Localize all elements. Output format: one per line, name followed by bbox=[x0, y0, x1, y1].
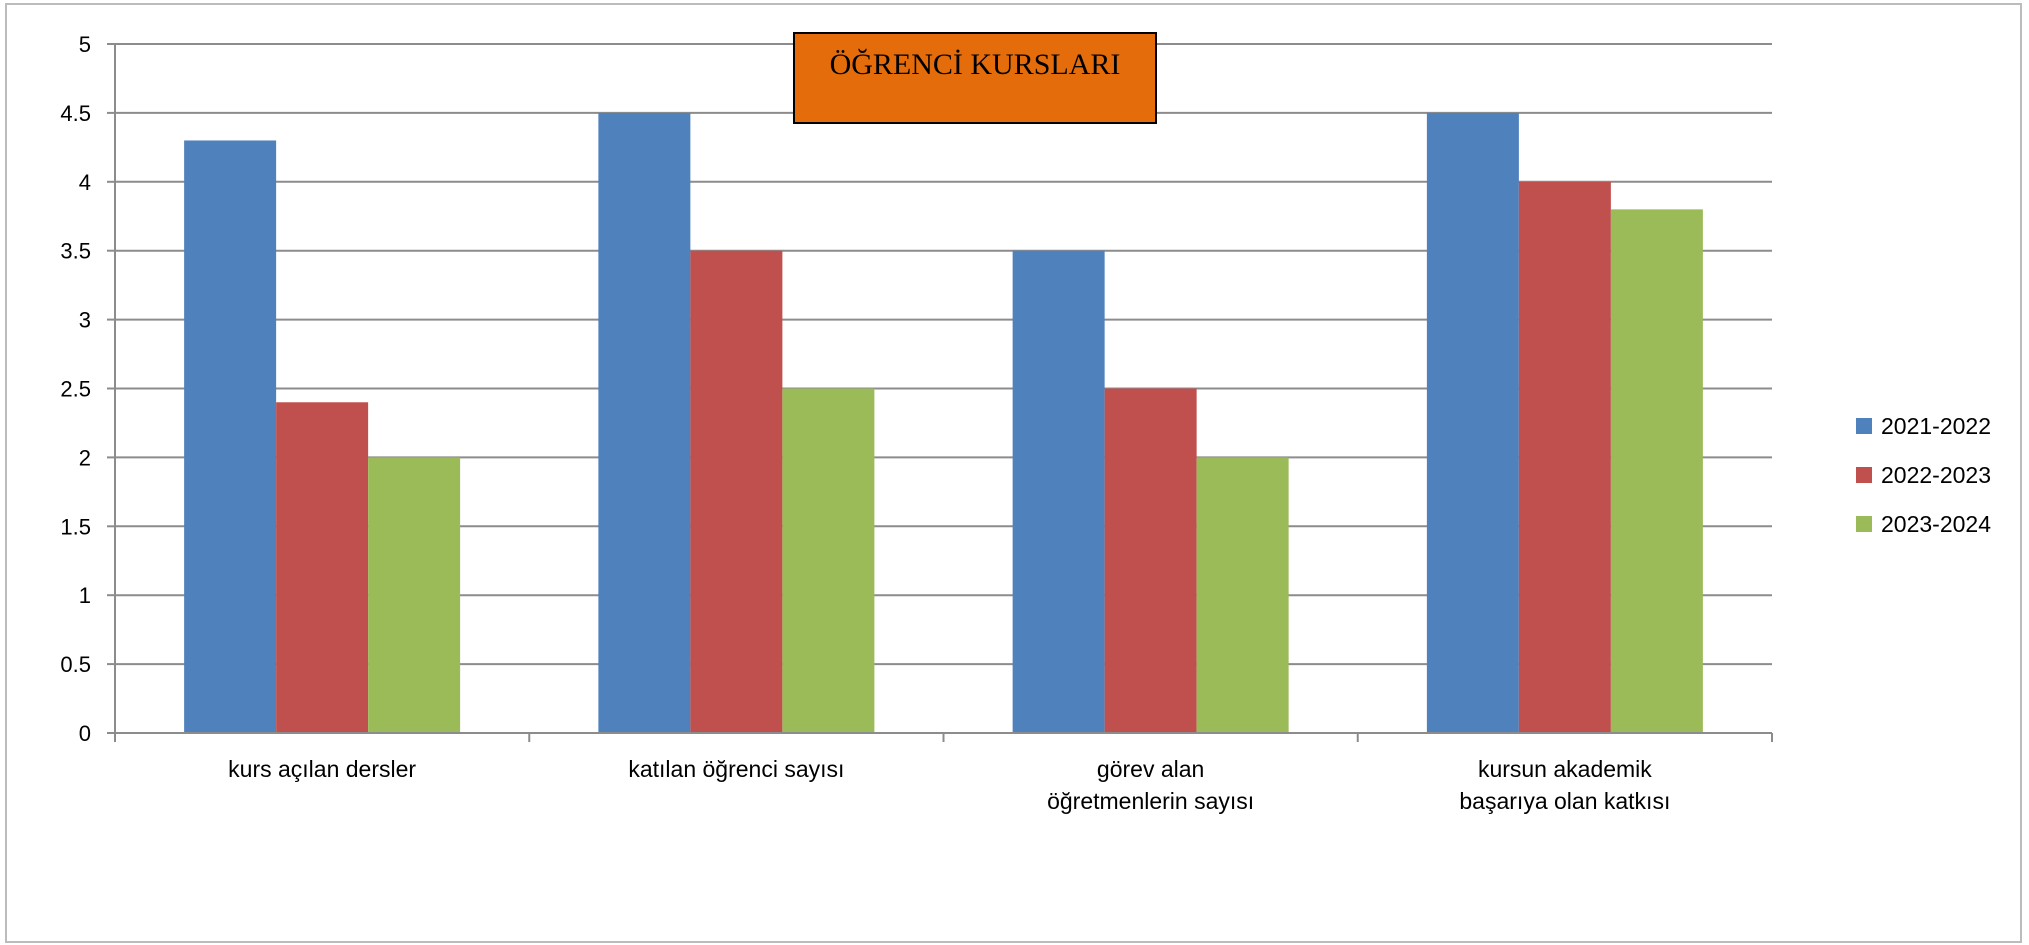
bar bbox=[1518, 181, 1611, 734]
y-tick-label: 2.5 bbox=[60, 377, 91, 402]
bars bbox=[184, 112, 1703, 734]
y-tick-label: 0 bbox=[79, 721, 91, 746]
y-tick-label: 3.5 bbox=[60, 239, 91, 264]
y-tick-label: 5 bbox=[79, 32, 91, 57]
y-tick-labels: 0 0.5 1 1.5 2 2.5 3 3.5 4 4.5 5 bbox=[60, 32, 91, 746]
x-category-label: kursun akademik başarıya olan katkısı bbox=[1459, 756, 1670, 814]
bar bbox=[276, 402, 369, 733]
legend-label: 2022-2023 bbox=[1881, 462, 1991, 488]
legend: 2021-2022 2022-2023 2023-2024 bbox=[1856, 413, 1991, 537]
y-tick-label: 1.5 bbox=[60, 514, 91, 539]
bar bbox=[184, 140, 277, 733]
bar bbox=[1426, 112, 1519, 733]
y-tick-label: 2 bbox=[79, 445, 91, 470]
x-category-label: görev alan öğretmenlerin sayısı bbox=[1047, 756, 1254, 814]
bar bbox=[1012, 250, 1105, 733]
y-tick-label: 3 bbox=[79, 308, 91, 333]
x-category-label: katılan öğrenci sayısı bbox=[628, 756, 844, 782]
legend-label: 2021-2022 bbox=[1881, 413, 1991, 439]
y-tick-label: 4 bbox=[79, 170, 91, 195]
y-tick-label: 1 bbox=[79, 583, 91, 608]
legend-swatch bbox=[1856, 467, 1872, 483]
chart-title-box: ÖĞRENCİ KURSLARI bbox=[793, 32, 1157, 124]
y-tick-label: 0.5 bbox=[60, 652, 91, 677]
bar bbox=[598, 112, 691, 733]
x-category-label: kurs açılan dersler bbox=[228, 756, 416, 782]
bar bbox=[690, 250, 783, 733]
y-tick-label: 4.5 bbox=[60, 101, 91, 126]
legend-swatch bbox=[1856, 418, 1872, 434]
bar bbox=[782, 388, 875, 733]
bar bbox=[1196, 457, 1289, 733]
legend-label: 2023-2024 bbox=[1881, 511, 1991, 537]
axes bbox=[107, 43, 1773, 742]
bar bbox=[1104, 388, 1197, 733]
chart-title: ÖĞRENCİ KURSLARI bbox=[829, 48, 1121, 81]
legend-swatch bbox=[1856, 516, 1872, 532]
x-category-labels: kurs açılan dersler katılan öğrenci sayıs… bbox=[228, 756, 1670, 814]
bar bbox=[368, 457, 461, 733]
bar bbox=[1610, 209, 1703, 734]
